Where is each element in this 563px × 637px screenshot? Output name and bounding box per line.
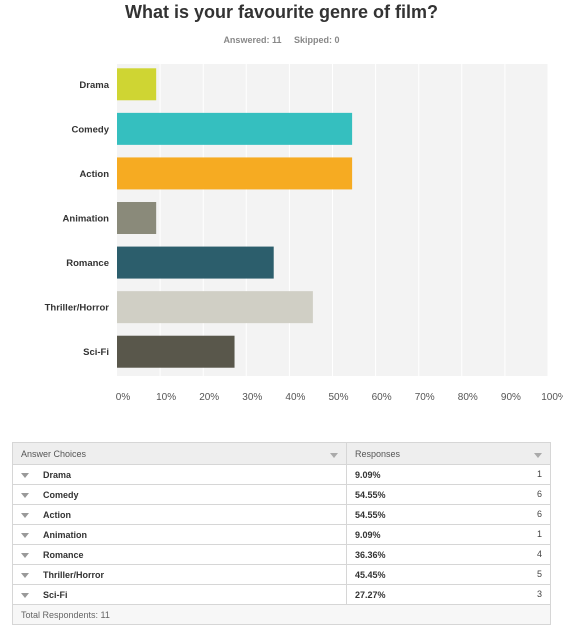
x-tick-label: 60% bbox=[372, 392, 392, 403]
category-label: Drama bbox=[79, 80, 109, 91]
table-row[interactable]: Sci-Fi 27.27% 3 bbox=[12, 584, 551, 605]
answer-choice-cell: Thriller/Horror bbox=[12, 564, 347, 585]
x-tick-label: 40% bbox=[285, 392, 305, 403]
response-count: 4 bbox=[536, 549, 542, 559]
response-count: 1 bbox=[536, 469, 542, 479]
bar bbox=[117, 112, 353, 145]
response-cell: 27.27% 3 bbox=[346, 584, 551, 605]
category-label: Sci-Fi bbox=[83, 347, 109, 358]
response-percent: 36.36% bbox=[355, 549, 386, 560]
response-count: 6 bbox=[536, 489, 542, 499]
expand-caret-icon[interactable] bbox=[21, 552, 29, 558]
category-label: Action bbox=[79, 169, 109, 180]
answer-choice-label: Thriller/Horror bbox=[43, 569, 105, 580]
question-title: What is your favourite genre of film? bbox=[124, 2, 439, 22]
x-tick-label: 30% bbox=[242, 392, 262, 403]
answer-choice-cell: Sci-Fi bbox=[12, 584, 347, 605]
answer-choice-cell: Action bbox=[12, 504, 347, 525]
sort-caret-icon[interactable] bbox=[330, 452, 338, 458]
response-count: 5 bbox=[536, 569, 542, 579]
answer-choice-label: Romance bbox=[43, 549, 84, 560]
answered-label: Answered: bbox=[223, 35, 270, 45]
total-respondents: Total Respondents: 11 bbox=[12, 604, 551, 625]
skipped-label: Skipped: bbox=[294, 35, 333, 45]
answered-count: 11 bbox=[271, 35, 282, 45]
bar bbox=[117, 157, 353, 190]
response-percent: 27.27% bbox=[355, 589, 386, 600]
x-tick-label: 10% bbox=[156, 392, 176, 403]
answer-choice-label: Animation bbox=[43, 529, 87, 540]
bar bbox=[117, 68, 157, 101]
response-count: 6 bbox=[536, 509, 542, 519]
response-percent: 54.55% bbox=[355, 509, 386, 520]
category-label: Romance bbox=[66, 258, 109, 269]
expand-caret-icon[interactable] bbox=[21, 572, 29, 578]
header-responses[interactable]: Responses bbox=[346, 442, 551, 465]
answer-choice-label: Sci-Fi bbox=[43, 589, 68, 600]
expand-caret-icon[interactable] bbox=[21, 472, 29, 478]
response-summary: Answered: 11 Skipped: 0 bbox=[0, 35, 563, 45]
response-cell: 9.09% 1 bbox=[346, 524, 551, 545]
answer-choice-label: Drama bbox=[43, 469, 72, 480]
x-tick-label: 90% bbox=[501, 392, 521, 403]
header-responses-label: Responses bbox=[355, 448, 401, 459]
category-label: Animation bbox=[63, 214, 110, 225]
response-cell: 45.45% 5 bbox=[346, 564, 551, 585]
x-tick-label: 20% bbox=[199, 392, 219, 403]
table-row[interactable]: Comedy 54.55% 6 bbox=[12, 484, 551, 505]
header-answer-choices[interactable]: Answer Choices bbox=[12, 442, 347, 465]
response-count: 3 bbox=[536, 589, 542, 599]
category-label: Thriller/Horror bbox=[45, 303, 110, 314]
response-percent: 9.09% bbox=[355, 469, 381, 480]
responses-table: Answer Choices Responses Drama 9.09% 1 Come… bbox=[12, 442, 551, 625]
answer-choice-cell: Comedy bbox=[12, 484, 347, 505]
table-row[interactable]: Romance 36.36% 4 bbox=[12, 544, 551, 565]
expand-caret-icon[interactable] bbox=[21, 512, 29, 518]
bar-chart: 0% 10% 20% 30% 40% 50% 60% 70% 80% 90% 100% Drama Co… bbox=[45, 64, 563, 403]
bar bbox=[117, 202, 157, 234]
response-percent: 45.45% bbox=[355, 569, 386, 580]
table-row[interactable]: Animation 9.09% 1 bbox=[12, 524, 551, 545]
expand-caret-icon[interactable] bbox=[21, 492, 29, 498]
response-percent: 9.09% bbox=[355, 529, 381, 540]
answer-choice-cell: Drama bbox=[12, 464, 347, 485]
bar bbox=[117, 246, 274, 279]
table-row[interactable]: Action 54.55% 6 bbox=[12, 504, 551, 525]
expand-caret-icon[interactable] bbox=[21, 532, 29, 538]
response-cell: 9.09% 1 bbox=[346, 464, 551, 485]
response-cell: 36.36% 4 bbox=[346, 544, 551, 565]
answer-choice-label: Comedy bbox=[43, 489, 79, 500]
x-tick-label: 0% bbox=[116, 392, 131, 403]
header-answer-choices-label: Answer Choices bbox=[21, 448, 87, 459]
response-percent: 54.55% bbox=[355, 489, 386, 500]
skipped-count: 0 bbox=[334, 35, 340, 45]
expand-caret-icon[interactable] bbox=[21, 592, 29, 598]
bar bbox=[117, 335, 235, 368]
x-tick-label: 80% bbox=[458, 392, 478, 403]
answer-choice-cell: Romance bbox=[12, 544, 347, 565]
response-cell: 54.55% 6 bbox=[346, 504, 551, 525]
x-tick-label: 70% bbox=[415, 392, 435, 403]
category-label: Comedy bbox=[72, 124, 110, 135]
table-row[interactable]: Drama 9.09% 1 bbox=[12, 464, 551, 485]
bar bbox=[117, 291, 313, 324]
answer-choice-label: Action bbox=[43, 509, 71, 520]
x-tick-label: 50% bbox=[328, 392, 348, 403]
answer-choice-cell: Animation bbox=[12, 524, 347, 545]
response-cell: 54.55% 6 bbox=[346, 484, 551, 505]
response-count: 1 bbox=[536, 529, 542, 539]
table-row[interactable]: Thriller/Horror 45.45% 5 bbox=[12, 564, 551, 585]
sort-caret-icon[interactable] bbox=[534, 452, 542, 458]
x-tick-label: 100% bbox=[541, 392, 563, 403]
